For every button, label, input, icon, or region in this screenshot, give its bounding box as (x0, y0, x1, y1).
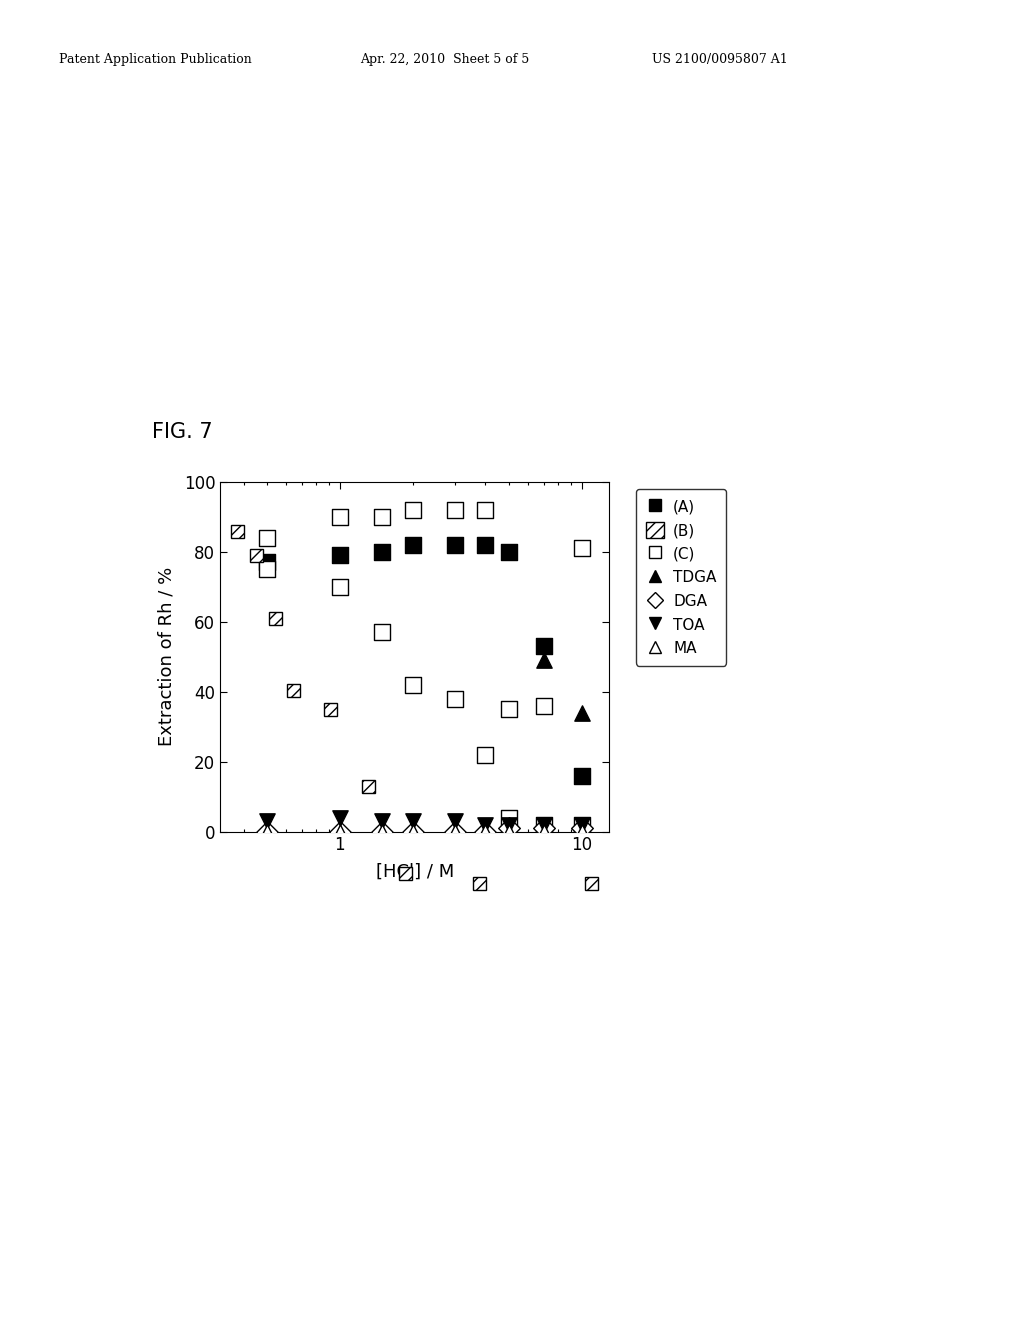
Point (404, 821, 421, 842)
Point (536, 696, 552, 717)
Text: Apr. 22, 2010  Sheet 5 of 5: Apr. 22, 2010 Sheet 5 of 5 (360, 53, 529, 66)
Point (501, 698, 517, 719)
Point (477, 821, 494, 842)
Point (501, 541, 517, 562)
Point (477, 499, 494, 520)
Point (536, 817, 552, 838)
Point (332, 821, 348, 842)
Point (447, 688, 464, 709)
Point (404, 499, 421, 520)
Point (573, 814, 590, 836)
Point (536, 649, 552, 671)
Point (332, 807, 348, 828)
Point (477, 744, 494, 766)
Point (573, 821, 590, 842)
Point (374, 821, 390, 842)
Point (259, 527, 275, 548)
Point (536, 814, 552, 836)
Point (374, 821, 390, 842)
Point (536, 814, 552, 836)
Point (447, 535, 464, 556)
Point (447, 499, 464, 520)
Point (404, 675, 421, 696)
Point (501, 807, 517, 828)
Point (477, 535, 494, 556)
Point (259, 552, 275, 573)
Text: Patent Application Publication: Patent Application Publication (59, 53, 252, 66)
Text: US 2100/0095807 A1: US 2100/0095807 A1 (652, 53, 788, 66)
Point (501, 821, 517, 842)
Point (374, 622, 390, 643)
Y-axis label: Extraction of Rh / %: Extraction of Rh / % (158, 568, 175, 746)
Point (374, 506, 390, 527)
Point (573, 537, 590, 558)
Point (374, 810, 390, 832)
Point (259, 821, 275, 842)
Point (477, 821, 494, 842)
Point (447, 821, 464, 842)
Point (447, 821, 464, 842)
Point (404, 535, 421, 556)
Point (259, 558, 275, 579)
Text: FIG. 7: FIG. 7 (152, 422, 212, 442)
Point (259, 810, 275, 832)
Point (332, 545, 348, 566)
Point (332, 506, 348, 527)
Point (573, 766, 590, 787)
X-axis label: [HCl] / M: [HCl] / M (376, 863, 454, 880)
Point (447, 810, 464, 832)
Point (573, 817, 590, 838)
Point (501, 814, 517, 836)
Point (536, 636, 552, 657)
Point (477, 814, 494, 836)
Point (573, 814, 590, 836)
Point (332, 576, 348, 597)
Point (404, 821, 421, 842)
Legend: (A), (B), (C), TDGA, DGA, TOA, MA: (A), (B), (C), TDGA, DGA, TOA, MA (636, 490, 726, 665)
Point (501, 817, 517, 838)
Point (573, 702, 590, 723)
Point (259, 821, 275, 842)
Point (536, 821, 552, 842)
Point (374, 541, 390, 562)
Point (332, 821, 348, 842)
Point (404, 810, 421, 832)
